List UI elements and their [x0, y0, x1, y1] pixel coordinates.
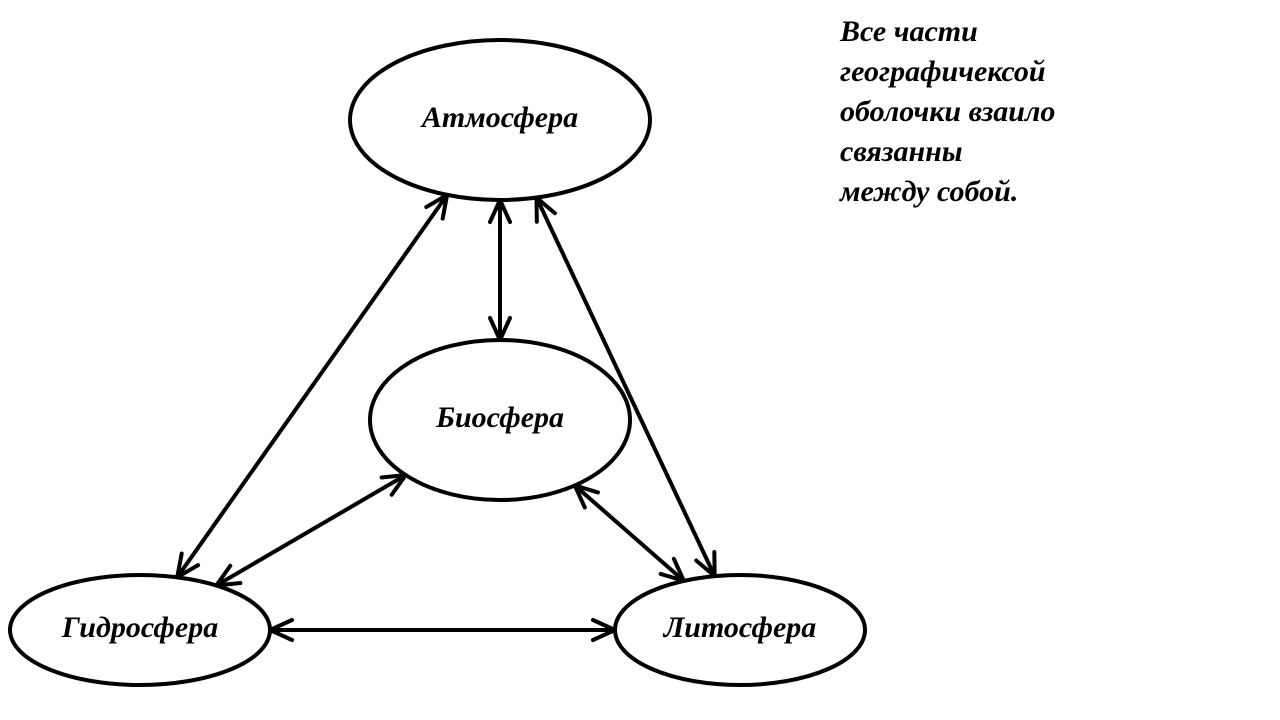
diagram-canvas: Атмосфера Биосфера Гидросфера Литосфера Все …	[0, 0, 1280, 720]
caption-line: Все части	[839, 15, 978, 48]
node-label-hydro: Гидросфера	[61, 611, 218, 644]
node-atmo: Атмосфера	[350, 40, 650, 200]
node-bio: Биосфера	[370, 340, 630, 500]
node-label-litho: Литосфера	[662, 611, 817, 644]
caption-line: оболочки взаило	[840, 95, 1055, 128]
node-label-bio: Биосфера	[435, 401, 564, 434]
caption-line: связанны	[840, 135, 963, 168]
node-hydro: Гидросфера	[10, 575, 270, 685]
caption-line: географичексой	[840, 55, 1046, 88]
caption-line: между собой.	[838, 175, 1018, 208]
node-label-atmo: Атмосфера	[420, 101, 578, 134]
node-litho: Литосфера	[615, 575, 865, 685]
